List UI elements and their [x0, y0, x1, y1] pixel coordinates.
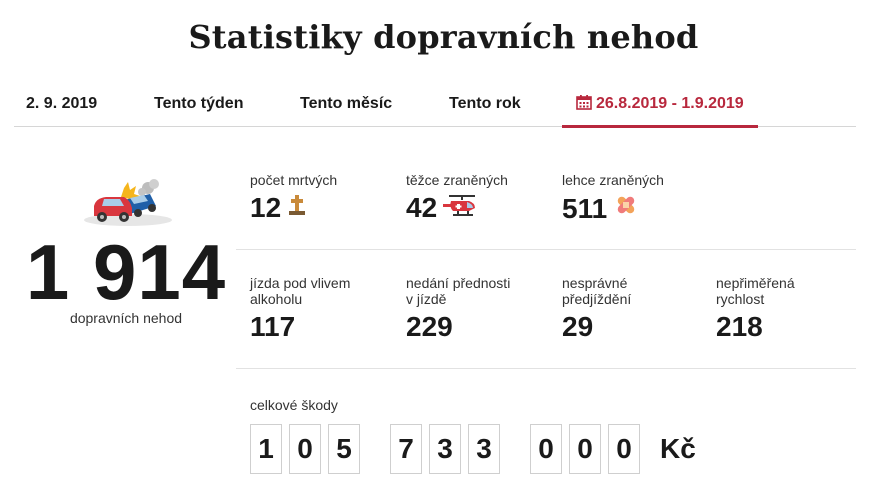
damages-digit: 0: [608, 424, 640, 474]
helicopter-icon: [443, 192, 479, 224]
tab-date-range-label: 26.8.2019 - 1.9.2019: [596, 95, 744, 112]
stat-value: 218: [716, 311, 763, 342]
total-accidents-value: 1 914: [25, 228, 227, 316]
car-crash-icon: [80, 178, 176, 228]
stat-label-line1: jízda pod vlivem: [250, 275, 351, 291]
stat-improper-overtaking: nesprávné předjíždění 29: [562, 275, 631, 343]
stat-label-line1: nepřiměřená: [716, 275, 795, 291]
damages-digit: 5: [328, 424, 360, 474]
bandage-icon: [613, 192, 639, 225]
stat-excessive-speed: nepřiměřená rychlost 218: [716, 275, 795, 343]
damages-digit: 7: [390, 424, 422, 474]
damages-digit: 1: [250, 424, 282, 474]
tab-this-week[interactable]: Tento týden: [154, 95, 244, 112]
stat-label: lehce zraněných: [562, 172, 664, 188]
tab-today[interactable]: 2. 9. 2019: [26, 95, 98, 112]
stat-serious-injuries: těžce zraněných 42: [406, 172, 508, 224]
stat-label-line2: rychlost: [716, 291, 765, 307]
period-tabs: 2. 9. 2019 Tento týden Tento měsíc Tento…: [14, 86, 856, 128]
damages-currency: Kč: [660, 433, 696, 464]
stat-label: počet mrtvých: [250, 172, 338, 188]
stat-label-line2: v jízdě: [406, 291, 447, 307]
stat-label-line1: nedání přednosti: [406, 275, 511, 291]
stat-label-line2: alkoholu: [250, 291, 303, 307]
tab-date-range[interactable]: 26.8.2019 - 1.9.2019: [562, 86, 758, 128]
damages-digit: 3: [468, 424, 500, 474]
damages-digit: 0: [569, 424, 601, 474]
stat-label-line2: předjíždění: [562, 291, 632, 307]
stat-label-line1: nesprávné: [562, 275, 628, 291]
stat-value: 29: [562, 311, 594, 342]
stat-value: 42: [406, 192, 438, 223]
stat-drunk-driving: jízda pod vlivem alkoholu 117: [250, 275, 350, 343]
calendar-icon: [576, 88, 592, 124]
stat-value: 511: [562, 192, 608, 224]
tab-this-month[interactable]: Tento měsíc: [300, 95, 393, 112]
damages-digit: 0: [530, 424, 562, 474]
divider: [236, 368, 856, 369]
stat-light-injuries: lehce zraněných 511: [562, 172, 664, 225]
page-title: Statistiky dopravních nehod: [188, 18, 699, 56]
grave-cross-icon: [287, 192, 307, 224]
divider: [236, 249, 856, 250]
stat-value: 117: [250, 311, 296, 342]
stat-value: 229: [406, 311, 453, 342]
stat-label: těžce zraněných: [406, 172, 508, 188]
damages-digit: 3: [429, 424, 461, 474]
tab-this-year[interactable]: Tento rok: [449, 95, 521, 112]
stat-value: 12: [250, 192, 282, 223]
damages-digit: 0: [289, 424, 321, 474]
stat-failure-to-yield: nedání přednosti v jízdě 229: [406, 275, 510, 343]
stat-deaths: počet mrtvých 12: [250, 172, 337, 224]
damages-label: celkové škody: [250, 397, 338, 413]
total-accidents-caption: dopravních nehod: [69, 310, 183, 326]
